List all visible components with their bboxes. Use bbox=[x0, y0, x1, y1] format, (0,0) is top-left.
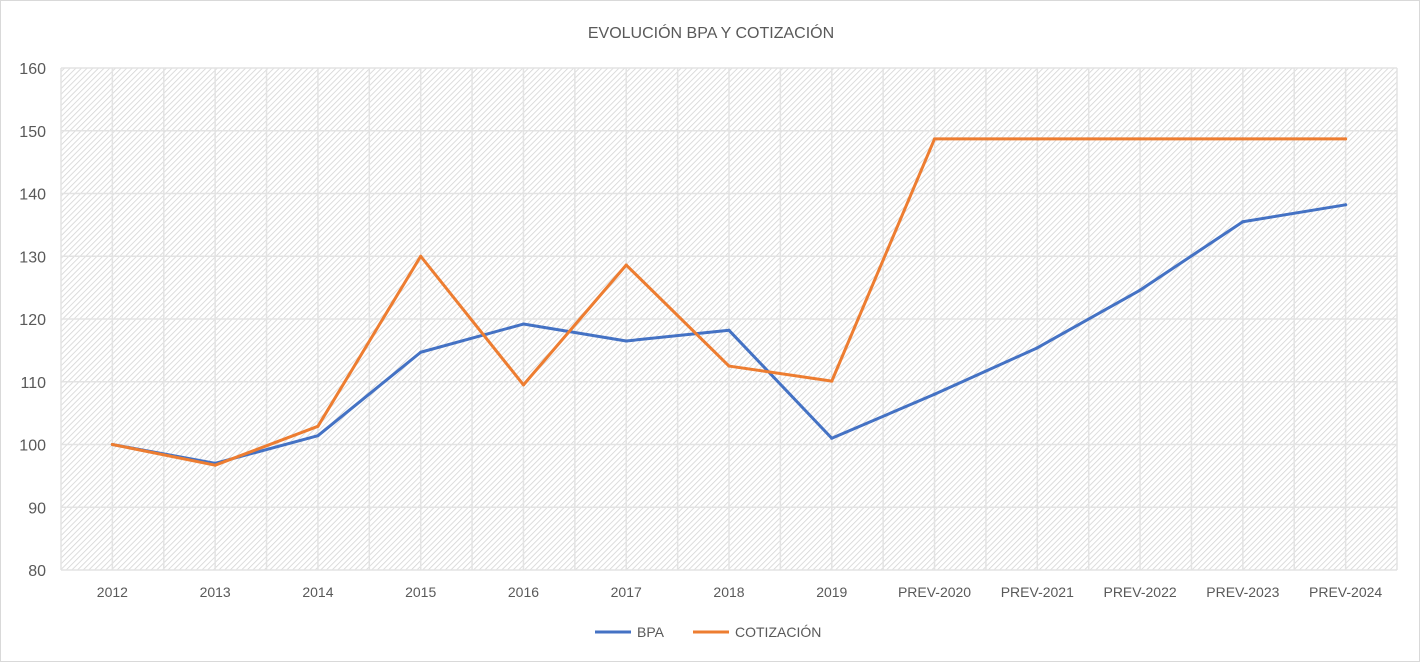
data-point bbox=[933, 392, 937, 396]
data-point bbox=[1138, 137, 1142, 141]
data-point bbox=[521, 322, 525, 326]
data-point bbox=[1035, 346, 1039, 350]
data-point bbox=[624, 339, 628, 343]
data-point bbox=[1241, 137, 1245, 141]
data-point bbox=[419, 254, 423, 258]
chart-title: EVOLUCIÓN BPA Y COTIZACIÓN bbox=[588, 23, 834, 42]
data-point bbox=[419, 350, 423, 354]
x-tick-label: 2012 bbox=[97, 584, 128, 600]
data-point bbox=[933, 137, 937, 141]
legend-label: BPA bbox=[637, 624, 665, 640]
x-tick-label: 2019 bbox=[816, 584, 847, 600]
data-point bbox=[624, 263, 628, 267]
y-tick-label: 140 bbox=[19, 187, 46, 204]
x-tick-label: 2014 bbox=[302, 584, 333, 600]
data-point bbox=[316, 434, 320, 438]
data-point bbox=[1138, 288, 1142, 292]
x-tick-label: 2017 bbox=[611, 584, 642, 600]
y-tick-label: 80 bbox=[28, 563, 46, 580]
x-tick-label: PREV-2022 bbox=[1103, 584, 1176, 600]
data-point bbox=[1344, 203, 1348, 207]
x-tick-label: PREV-2020 bbox=[898, 584, 971, 600]
y-tick-label: 90 bbox=[28, 500, 46, 517]
x-tick-label: 2016 bbox=[508, 584, 539, 600]
x-tick-label: 2015 bbox=[405, 584, 436, 600]
x-tick-label: PREV-2021 bbox=[1001, 584, 1074, 600]
y-tick-label: 160 bbox=[19, 61, 46, 78]
data-point bbox=[316, 424, 320, 428]
y-tick-label: 150 bbox=[19, 124, 46, 141]
data-point bbox=[213, 463, 217, 467]
x-tick-label: 2013 bbox=[200, 584, 231, 600]
x-tick-label: 2018 bbox=[713, 584, 744, 600]
data-point bbox=[727, 328, 731, 332]
x-tick-label: PREV-2024 bbox=[1309, 584, 1382, 600]
data-point bbox=[830, 379, 834, 383]
data-point bbox=[110, 443, 114, 446]
data-point bbox=[1035, 137, 1039, 141]
data-point bbox=[830, 436, 834, 440]
y-tick-label: 100 bbox=[19, 438, 46, 455]
data-point bbox=[521, 383, 525, 387]
data-point bbox=[727, 364, 731, 368]
data-point bbox=[1344, 137, 1348, 141]
x-tick-label: PREV-2023 bbox=[1206, 584, 1279, 600]
y-tick-label: 110 bbox=[20, 375, 46, 392]
y-tick-label: 120 bbox=[19, 312, 46, 329]
legend-label: COTIZACIÓN bbox=[735, 624, 821, 640]
y-tick-label: 130 bbox=[19, 249, 46, 266]
data-point bbox=[1241, 220, 1245, 224]
